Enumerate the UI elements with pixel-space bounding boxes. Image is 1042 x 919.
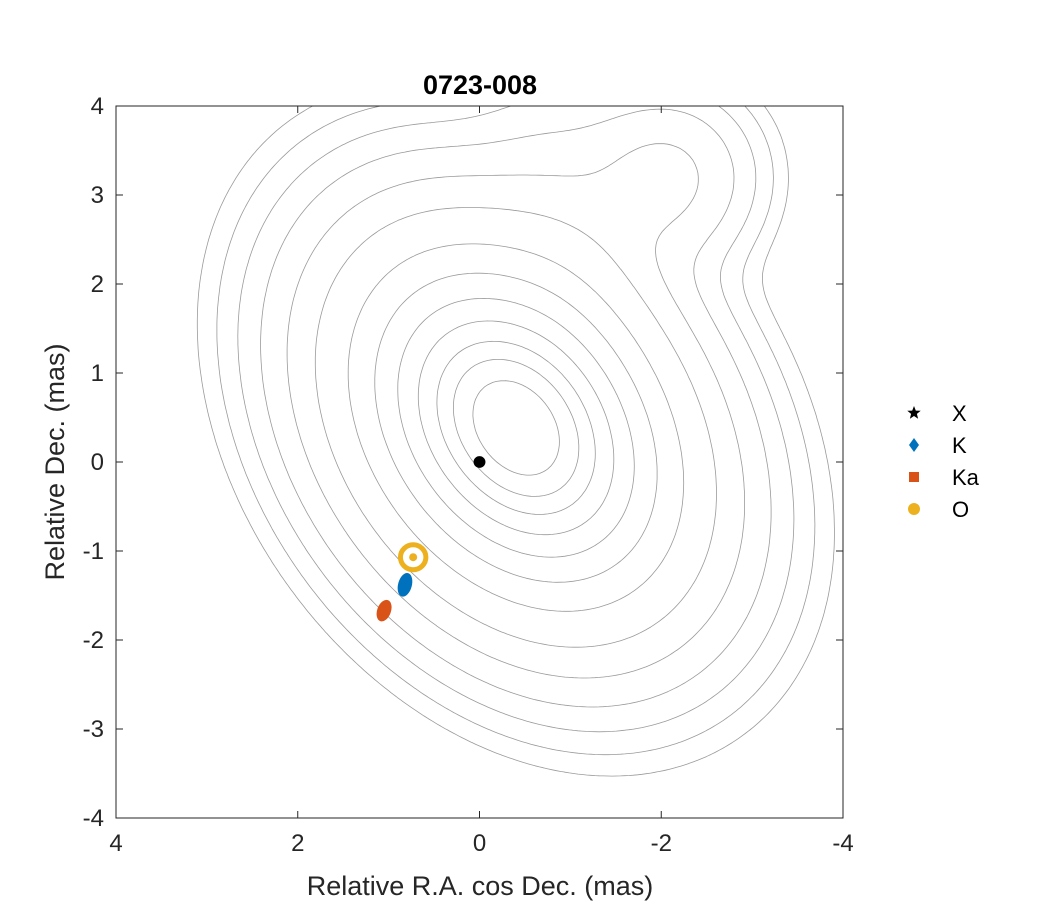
y-tick-label: 3 (91, 182, 104, 209)
legend-label-k: K (952, 433, 967, 458)
y-tick-label: 0 (91, 449, 104, 476)
contour-line (347, 243, 685, 612)
chart-title: 0723-008 (423, 70, 537, 100)
y-tick-label: -1 (83, 538, 104, 565)
y-tick-label: 1 (91, 360, 104, 387)
contour-line (260, 108, 772, 708)
legend-label-x: X (952, 401, 967, 426)
contour-line (397, 298, 635, 558)
x-tick-label: 2 (291, 830, 304, 857)
legend-label-o: O (952, 497, 969, 522)
y-tick-label: -3 (83, 716, 104, 743)
x-tick-label: -4 (832, 830, 853, 857)
contour-line (417, 320, 615, 536)
x-tick-label: 0 (473, 830, 486, 857)
contour-line (286, 143, 745, 679)
legend-marker-k (909, 438, 919, 452)
marker-ka (376, 599, 392, 622)
contour-line (196, 105, 835, 777)
x-axis-ticks: 4 2 0 -2 -4 (109, 106, 854, 857)
legend-label-ka: Ka (952, 465, 980, 490)
legend-marker-x (907, 406, 921, 419)
contour-line (374, 272, 658, 583)
error-ellipse-o (397, 542, 429, 573)
y-tick-label: 2 (91, 271, 104, 298)
data-markers (376, 456, 486, 622)
x-axis-label: Relative R.A. cos Dec. (mas) (307, 871, 654, 901)
marker-o (409, 553, 418, 562)
contour-line (216, 105, 816, 756)
x-tick-label: -2 (651, 830, 672, 857)
y-tick-label: -2 (83, 627, 104, 654)
legend: XK Ka O (907, 401, 980, 522)
y-tick-label: -4 (83, 805, 104, 832)
marker-k (397, 573, 413, 597)
y-axis-label: Relative Dec. (mas) (40, 343, 70, 580)
contour-line (436, 340, 596, 515)
contour-line (453, 359, 580, 497)
legend-marker-o (908, 503, 920, 515)
marker-x (473, 456, 486, 468)
legend-marker-ka (909, 472, 919, 482)
contour-line (472, 380, 560, 476)
contour-line (314, 207, 717, 648)
y-tick-label: 4 (91, 93, 104, 120)
contour-line (237, 105, 795, 733)
contour-map (196, 105, 835, 777)
y-axis-ticks: 4 3 2 1 0 -1 -2 -3 -4 (83, 93, 843, 832)
x-tick-label: 4 (109, 830, 122, 857)
